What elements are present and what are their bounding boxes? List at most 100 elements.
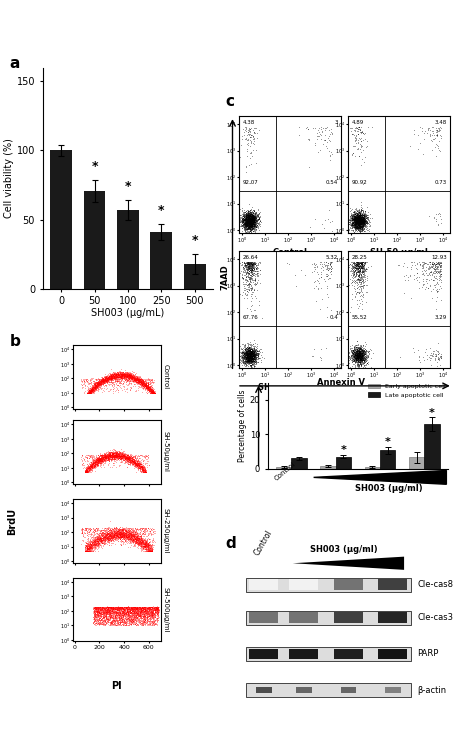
Point	[249, 212, 256, 224]
Point	[343, 286, 351, 298]
Point	[244, 215, 251, 227]
Point	[109, 602, 117, 613]
Point	[145, 609, 152, 621]
Point	[246, 209, 253, 221]
Point	[145, 606, 152, 618]
Point	[255, 347, 262, 359]
Point	[124, 528, 132, 540]
Point	[433, 295, 440, 307]
Point	[148, 543, 155, 555]
Point	[109, 372, 117, 384]
Point	[327, 128, 334, 140]
Point	[102, 452, 109, 464]
Point	[127, 602, 135, 613]
Point	[242, 351, 249, 363]
Point	[246, 351, 254, 363]
Point	[244, 256, 252, 268]
Point	[130, 451, 137, 463]
Point	[114, 370, 121, 382]
Point	[356, 213, 364, 225]
Point	[121, 538, 128, 550]
Point	[111, 386, 118, 398]
Point	[354, 213, 361, 225]
Point	[102, 450, 110, 462]
Point	[251, 273, 258, 285]
Point	[94, 615, 102, 627]
Point	[358, 213, 366, 225]
Point	[122, 601, 129, 613]
Point	[145, 605, 152, 617]
Point	[103, 452, 110, 464]
Point	[243, 216, 250, 228]
Point	[430, 280, 438, 292]
Point	[90, 453, 97, 465]
Point	[96, 607, 104, 619]
Point	[91, 457, 98, 469]
Point	[124, 530, 132, 542]
Point	[125, 610, 132, 622]
Point	[127, 535, 134, 547]
Point	[361, 216, 368, 228]
Point	[129, 530, 137, 542]
Point	[245, 280, 252, 292]
Point	[136, 464, 144, 476]
Point	[145, 383, 153, 395]
Point	[247, 358, 255, 370]
Point	[84, 386, 92, 398]
Point	[120, 615, 128, 627]
Point	[246, 256, 253, 268]
Point	[254, 213, 262, 225]
Point	[124, 524, 132, 536]
Point	[247, 223, 255, 235]
Point	[254, 215, 261, 227]
Point	[133, 522, 141, 534]
Point	[247, 214, 255, 226]
Point	[359, 262, 366, 274]
Point	[108, 528, 115, 540]
Point	[250, 218, 258, 230]
Point	[252, 346, 259, 358]
Point	[358, 153, 365, 165]
Point	[247, 273, 255, 285]
Point	[109, 448, 116, 460]
Point	[147, 545, 155, 557]
Point	[353, 356, 360, 368]
Point	[82, 466, 90, 478]
Point	[149, 376, 157, 388]
Point	[247, 350, 255, 361]
Point	[97, 603, 105, 615]
Point	[137, 542, 145, 554]
Point	[147, 545, 155, 557]
Point	[96, 375, 104, 387]
Point	[246, 348, 254, 360]
Point	[242, 212, 249, 224]
Point	[325, 272, 333, 284]
Point	[100, 452, 108, 464]
Point	[146, 610, 153, 622]
Point	[247, 213, 255, 225]
Point	[130, 531, 137, 543]
Point	[250, 262, 257, 274]
Point	[357, 344, 365, 356]
Point	[249, 354, 257, 366]
Point	[246, 356, 254, 368]
Point	[357, 217, 365, 229]
Point	[104, 373, 111, 385]
Point	[346, 273, 354, 285]
Point	[140, 451, 148, 463]
Point	[352, 210, 360, 222]
Point	[94, 454, 101, 466]
Point	[135, 534, 143, 546]
Point	[354, 213, 361, 225]
Point	[140, 610, 148, 622]
Point	[105, 369, 112, 381]
Point	[93, 381, 101, 393]
Point	[107, 610, 115, 622]
Point	[136, 602, 143, 613]
Point	[149, 386, 156, 398]
Point	[125, 607, 133, 619]
Point	[147, 380, 155, 392]
Point	[82, 524, 90, 536]
Point	[86, 543, 93, 555]
Point	[94, 454, 102, 466]
